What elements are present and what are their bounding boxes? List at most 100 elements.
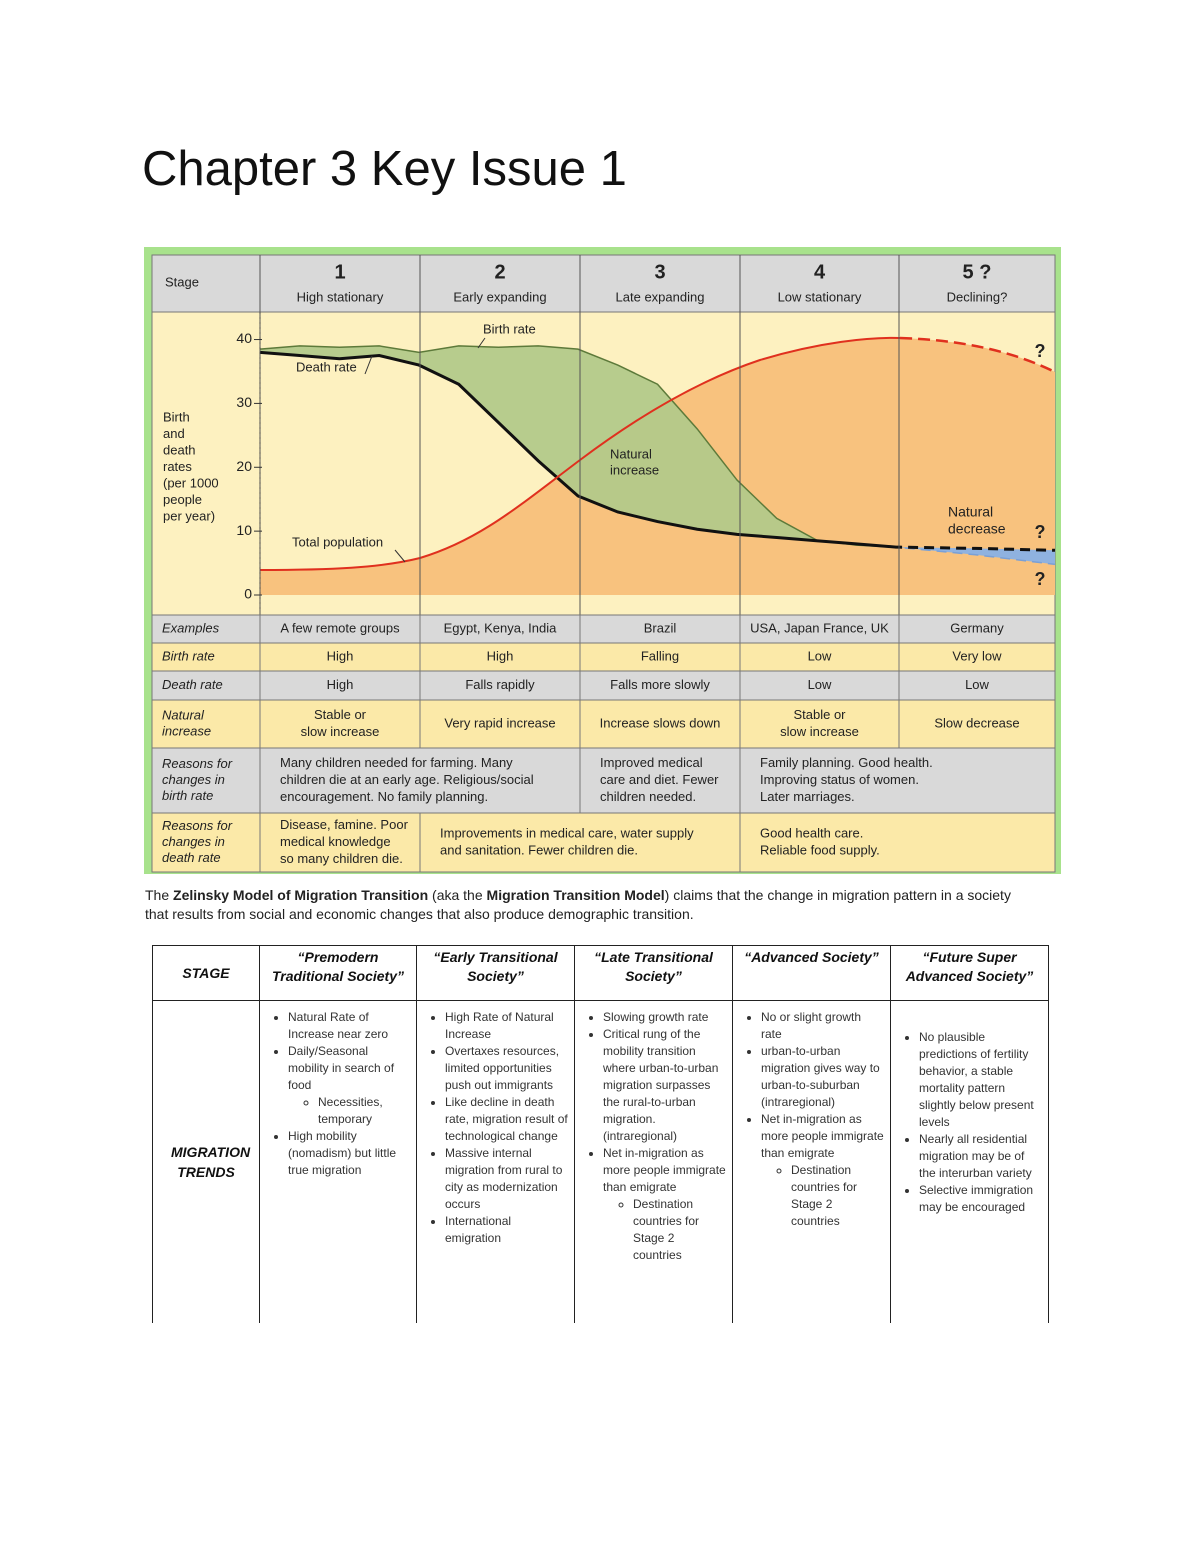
bullet-item: Slowing growth rate: [603, 1009, 726, 1026]
bullet-text: Natural Rate of Increase near zero: [288, 1010, 389, 1041]
row-cell: [579, 614, 741, 644]
increase-label: increase: [610, 462, 659, 477]
population-projection: [899, 336, 1056, 374]
stage-number: 1: [334, 261, 345, 283]
text: The: [145, 887, 174, 903]
leader: [394, 549, 406, 563]
bullet-text: No or slight growth rate: [761, 1010, 862, 1041]
question-mark: ?: [1035, 522, 1046, 542]
bullet-item: Natural Rate of Increase near zero: [288, 1009, 410, 1043]
row-cell: [739, 670, 900, 701]
stage-name: Low stationary: [778, 289, 862, 304]
decrease-label: decrease: [948, 521, 1006, 537]
plot-layer: [259, 345, 1056, 566]
header-cell: “Future Super Advanced Society”: [890, 945, 1049, 1001]
trend-cell: Slowing growth rate Critical rung of the …: [574, 1000, 733, 1323]
row-cell: [259, 747, 581, 814]
row-cell: [739, 812, 1056, 873]
cell-text: Good health care.: [760, 825, 863, 840]
document-top: Chapter 3 Key Issue 1 Stage 1 High station…: [142, 142, 1061, 874]
bullet-item: Daily/Seasonal mobility in search of foo…: [288, 1043, 410, 1128]
trend-cell: Natural Rate of Increase near zeroDaily/…: [259, 1000, 417, 1323]
row-cell: [259, 614, 421, 644]
question-mark: ?: [1035, 569, 1046, 589]
cell-text: Improving status of women.: [760, 772, 919, 787]
cell-text: Slow decrease: [934, 715, 1019, 730]
bullet-text: Selective immigration may be encouraged: [919, 1183, 1034, 1214]
bullet-item: Net in-migration as more people immigrat…: [761, 1111, 884, 1230]
bold-text: Zelinsky Model of Migration Transition: [173, 887, 429, 903]
bullet-list: No or slight growth rateurban-to-urban m…: [739, 1009, 884, 1230]
y-axis-label: Birth: [163, 409, 190, 424]
cell-text: care and diet. Fewer: [600, 772, 719, 787]
row-label: MIGRATION TRENDS: [152, 1000, 260, 1323]
cell-text: Later marriages.: [760, 789, 855, 804]
paragraph: The Zelinsky Model of Migration Transiti…: [145, 886, 1035, 924]
question-mark: ?: [1035, 341, 1046, 361]
row-cell: [898, 614, 1056, 644]
bullet-item: urban-to-urban migration gives way to ur…: [761, 1043, 884, 1111]
bullet-list: No plausible predictions of fertility be…: [897, 1029, 1042, 1216]
cell-text: High: [487, 648, 514, 663]
leader: [364, 355, 373, 375]
row-cell: [259, 670, 421, 701]
cell-text: Reliable food supply.: [760, 842, 880, 857]
y-axis-label: per year): [163, 508, 215, 523]
sub-item: Destination countries for Stage 2 countr…: [633, 1196, 726, 1264]
row-label: Natural: [162, 707, 205, 722]
row-cell: [259, 699, 421, 749]
bullet-text: Like decline in death rate, migration re…: [445, 1095, 568, 1143]
stage-number: 2: [494, 261, 505, 283]
bullet-item: International emigration: [445, 1213, 568, 1247]
bullet-item: Like decline in death rate, migration re…: [445, 1094, 568, 1145]
cell-text: children die at an early age. Religious/…: [280, 772, 534, 787]
cell-text: medical knowledge: [280, 834, 391, 849]
series-label: Birth rate: [483, 321, 536, 336]
row-label-cell: [151, 699, 261, 749]
trend-cell: High Rate of Natural IncreaseOvertaxes r…: [416, 1000, 575, 1323]
row-cell: [419, 812, 741, 873]
row-label: changes in: [162, 772, 225, 787]
stage-name: Late expanding: [616, 289, 705, 304]
bullet-item: High mobility (nomadism) but little true…: [288, 1128, 410, 1179]
bold-text: Migration Transition Model: [486, 887, 665, 903]
series-label: Death rate: [296, 359, 357, 374]
cell-text: children needed.: [600, 789, 696, 804]
bullet-text: Slowing growth rate: [603, 1010, 709, 1024]
overlay-layer: Stage 1 High stationary 2 Early expanding 3 La…: [151, 255, 1056, 873]
cell-text: USA, Japan France, UK: [750, 620, 889, 635]
cell-text: High: [327, 677, 354, 692]
y-axis-label: and: [163, 426, 185, 441]
row-label: Reasons for: [162, 818, 233, 833]
bullet-text: Daily/Seasonal mobility in search of foo…: [288, 1044, 395, 1092]
bullet-item: Critical rung of the mobility transition…: [603, 1026, 726, 1145]
header-row: STAGE “Premodern Traditional Society” “Ear…: [152, 945, 1049, 1001]
row-label: Death rate: [162, 677, 223, 692]
y-tick-label: 0: [244, 586, 252, 602]
cell-text: A few remote groups: [280, 620, 400, 635]
bullet-item: Massive internal migration from rural to…: [445, 1145, 568, 1213]
cell-text: Very rapid increase: [444, 715, 555, 730]
y-axis-label: (per 1000: [163, 475, 219, 490]
natural-increase-area: [260, 345, 896, 548]
cell-text: so many children die.: [280, 851, 403, 866]
cell-text: Brazil: [644, 620, 677, 635]
bullet-list: Slowing growth rate Critical rung of the …: [581, 1009, 726, 1264]
row-label: Examples: [162, 620, 220, 635]
bullet-list: Natural Rate of Increase near zeroDaily/…: [266, 1009, 410, 1179]
stage-name: High stationary: [297, 289, 384, 304]
bullet-text: Net in-migration as more people immigrat…: [603, 1146, 726, 1194]
bullet-text: High Rate of Natural Increase: [445, 1010, 554, 1041]
bullet-item: No or slight growth rate: [761, 1009, 884, 1043]
row-label: Reasons for: [162, 756, 233, 771]
page-title: Chapter 3 Key Issue 1: [142, 142, 627, 196]
header-cell: “Premodern Traditional Society”: [259, 945, 417, 1001]
bullet-item: Nearly all residential migration may be …: [919, 1131, 1042, 1182]
row-label: increase: [162, 723, 211, 738]
bullet-text: Net in-migration as more people immigrat…: [761, 1112, 884, 1160]
trend-cell: No or slight growth rateurban-to-urban m…: [732, 1000, 891, 1323]
cell-text: Falling: [641, 648, 679, 663]
stage-name: Declining?: [947, 289, 1008, 304]
cell-text: Family planning. Good health.: [760, 755, 933, 770]
bullet-text: Critical rung of the mobility transition…: [603, 1027, 719, 1143]
